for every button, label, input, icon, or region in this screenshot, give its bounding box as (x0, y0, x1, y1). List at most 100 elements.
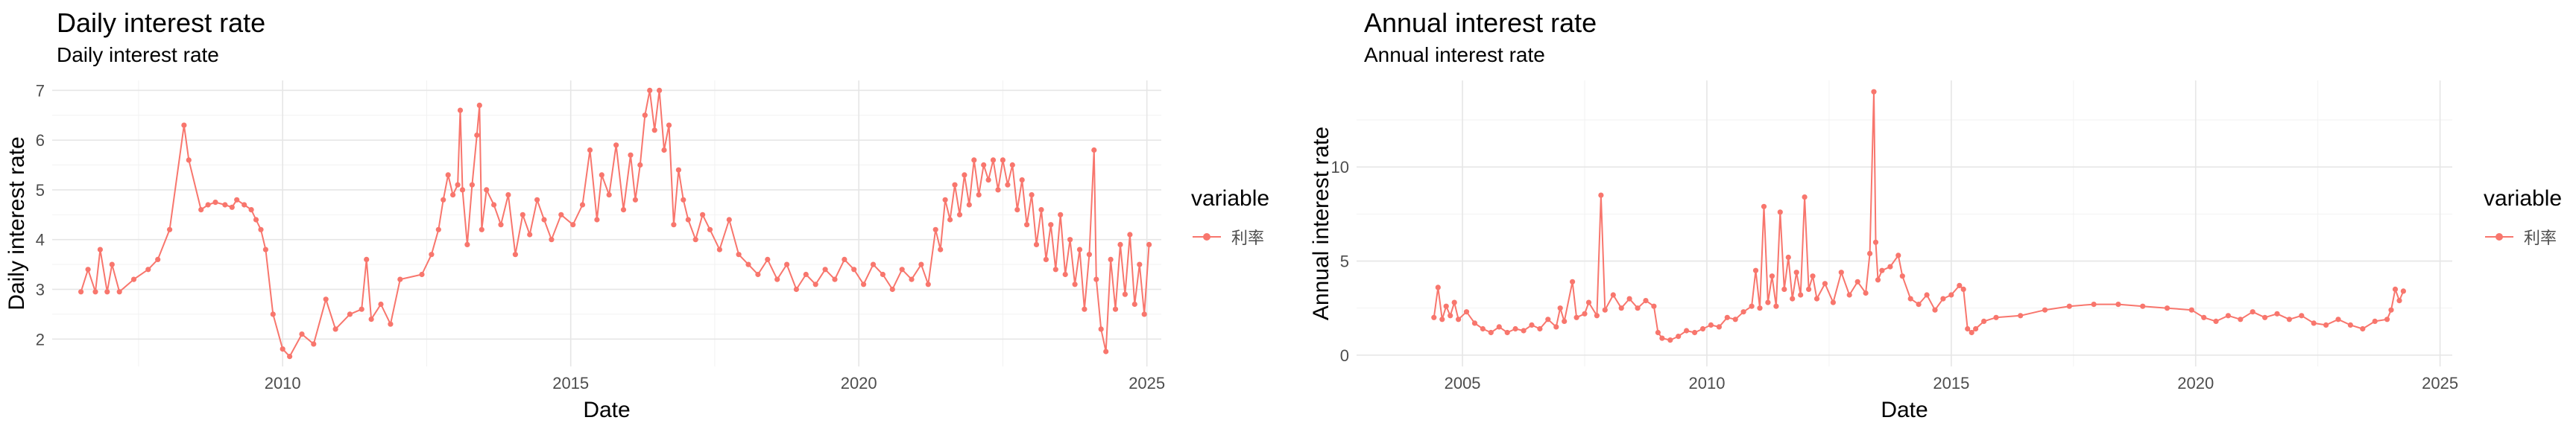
data-point (870, 261, 877, 267)
data-point (774, 276, 780, 282)
data-point (861, 282, 867, 287)
data-point (1043, 256, 1049, 262)
data-point (1806, 286, 1812, 292)
data-point (925, 282, 931, 287)
data-point (620, 207, 627, 213)
y-tick-label: 5 (36, 181, 45, 200)
y-axis-title: Daily interest rate (4, 136, 29, 310)
data-point (899, 267, 905, 273)
data-point (1570, 279, 1576, 285)
data-point (2164, 305, 2171, 311)
data-point (457, 107, 464, 113)
legend-title: variable (1191, 186, 1270, 211)
data-point (628, 152, 634, 158)
data-point (1131, 301, 1137, 308)
data-point (1052, 267, 1058, 273)
data-point (1773, 303, 1779, 309)
data-point (2384, 317, 2390, 322)
series-line (80, 89, 1150, 358)
data-point (222, 202, 228, 208)
data-point (1000, 157, 1006, 163)
legend-key-icon (1191, 231, 1222, 243)
data-point (1029, 192, 1035, 198)
data-point (1761, 203, 1767, 209)
data-point (435, 226, 441, 232)
data-point (851, 267, 857, 273)
data-point (347, 311, 353, 317)
data-point (2018, 313, 2024, 319)
y-tick-label: 10 (1331, 158, 1349, 177)
y-tick-label: 2 (36, 330, 45, 349)
data-point (1749, 303, 1755, 309)
x-axis-title: Date (583, 398, 630, 422)
data-point (1960, 286, 1966, 292)
data-point (599, 172, 604, 178)
data-point (1724, 314, 1730, 320)
data-point (2250, 309, 2255, 315)
data-point (1471, 320, 1478, 326)
data-point (1093, 276, 1099, 282)
data-point (637, 162, 643, 168)
data-point (995, 187, 1001, 193)
data-point (1024, 222, 1030, 228)
data-point (541, 217, 547, 223)
data-point (1082, 306, 1087, 312)
data-point (1529, 322, 1535, 328)
data-point (962, 172, 967, 178)
data-point (1765, 299, 1771, 305)
data-point (1598, 192, 1604, 198)
data-point (1019, 177, 1025, 183)
data-point (822, 267, 828, 273)
x-tick-label: 2010 (265, 374, 301, 393)
data-point (736, 252, 742, 258)
data-point (692, 237, 698, 243)
data-point (765, 256, 771, 262)
data-point (1610, 292, 1616, 298)
data-point (1810, 273, 1816, 279)
data-point (1448, 313, 1453, 319)
data-point (1141, 311, 1147, 317)
data-point (971, 157, 977, 163)
annual-rate-plot: 2005 2010 2015 2020 2025 0 5 10 Date Annual inter… (1309, 80, 2458, 422)
data-point (78, 289, 84, 295)
data-point (1122, 291, 1128, 297)
legend-title: variable (2484, 186, 2563, 211)
data-point (1790, 296, 1796, 302)
data-point (1655, 329, 1661, 336)
data-point (1496, 324, 1502, 330)
data-point (104, 289, 110, 295)
data-point (2392, 286, 2399, 292)
data-point (558, 212, 564, 217)
data-point (2323, 322, 2329, 328)
data-point (909, 276, 915, 282)
data-point (229, 204, 235, 210)
data-point (512, 252, 519, 258)
chart-title: Daily interest rate (57, 7, 266, 38)
data-point (579, 202, 586, 208)
x-tick-label: 2015 (1933, 374, 1969, 393)
data-point (97, 247, 103, 252)
data-point (1716, 324, 1722, 330)
data-point (1443, 303, 1449, 309)
data-point (1504, 329, 1510, 336)
data-point (1838, 270, 1844, 276)
data-point (2388, 307, 2394, 313)
data-point (803, 271, 809, 278)
data-point (642, 112, 648, 118)
data-point (1692, 329, 1698, 336)
data-point (1431, 314, 1437, 320)
data-point (1651, 303, 1657, 309)
data-point (685, 217, 691, 223)
data-point (1899, 273, 1905, 279)
legend-label: 利率 (1231, 229, 1265, 247)
data-point (498, 222, 504, 228)
data-point (145, 267, 151, 273)
data-point (2274, 311, 2280, 317)
data-point (505, 192, 511, 198)
data-point (1924, 292, 1930, 298)
data-point (657, 87, 663, 93)
data-point (1127, 232, 1133, 238)
data-point (270, 311, 276, 317)
data-point (520, 212, 525, 217)
data-point (1813, 296, 1820, 302)
